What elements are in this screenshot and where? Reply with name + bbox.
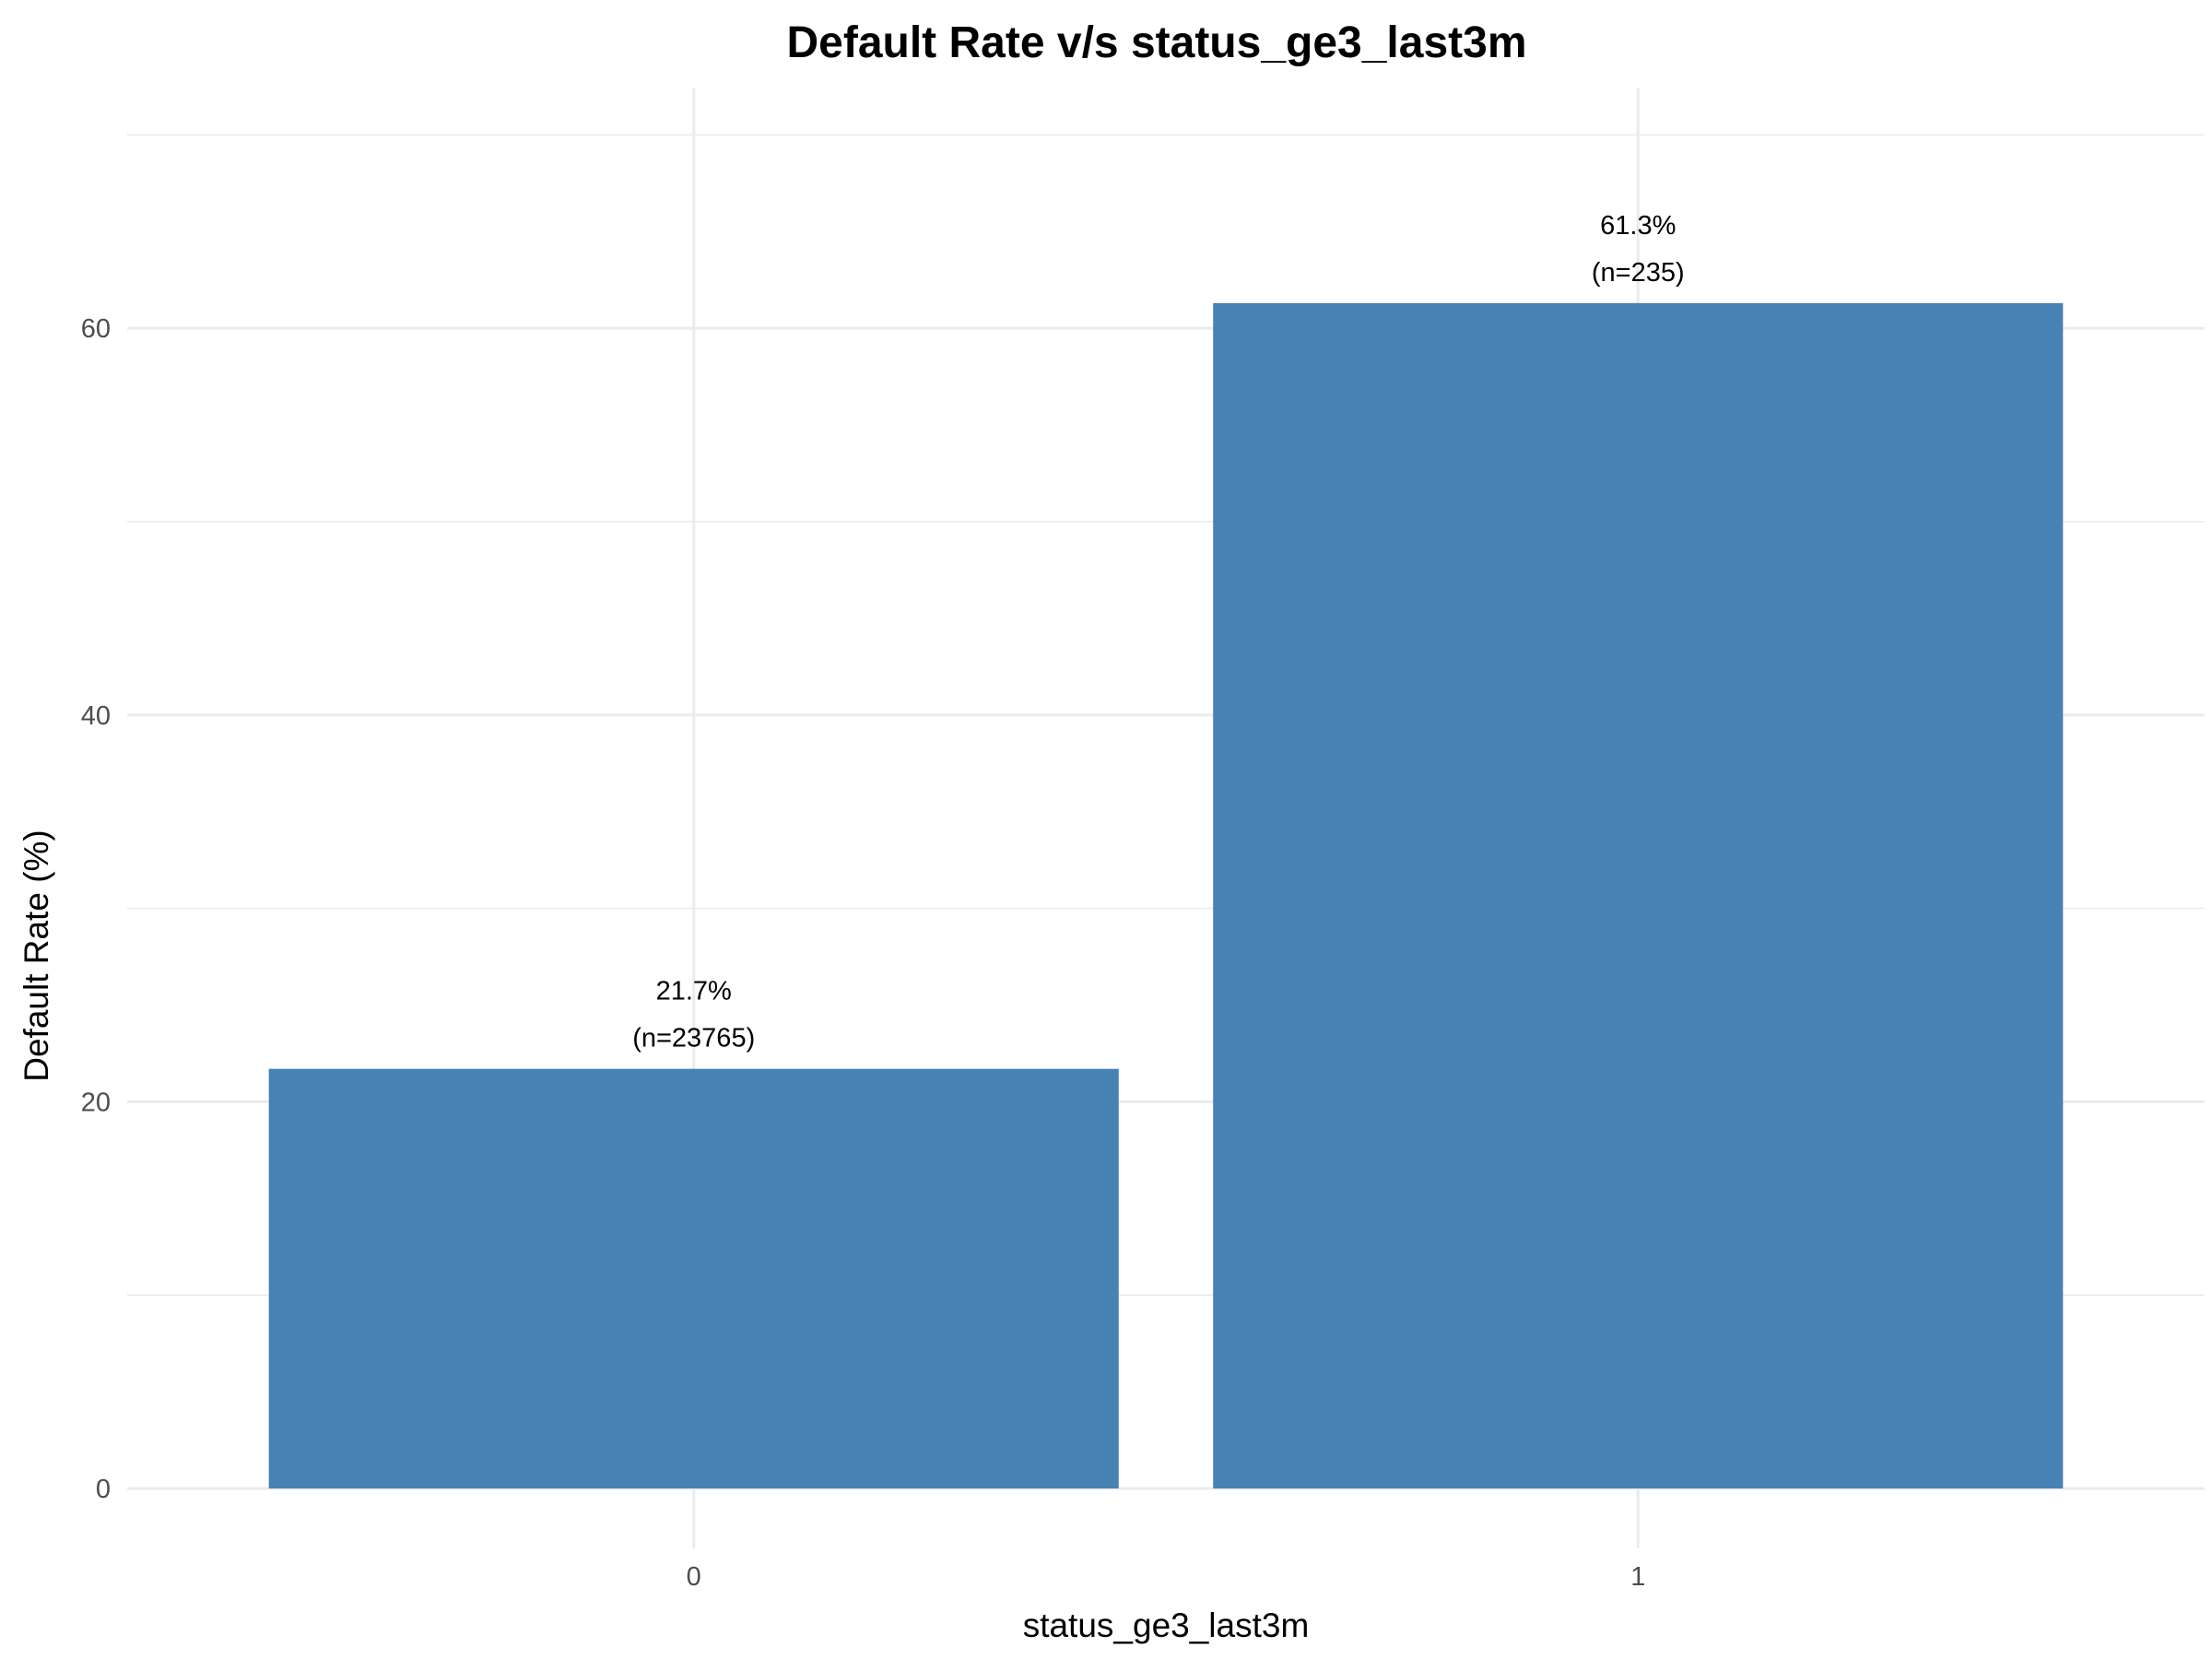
label-layer: 21.7% (n=23765) 61.3% (n=235) xyxy=(632,211,1684,1053)
y-tick-label: 60 xyxy=(81,314,111,344)
bar xyxy=(268,1068,1119,1488)
y-tick-label: 40 xyxy=(81,701,111,731)
y-tick-label: 0 xyxy=(96,1475,111,1504)
bar-layer xyxy=(268,302,2064,1488)
x-axis-title: status_ge3_last3m xyxy=(1023,1606,1310,1644)
y-tick-label: 20 xyxy=(81,1088,111,1117)
data-label-count: (n=235) xyxy=(1592,258,1685,288)
x-tick-label: 1 xyxy=(1630,1562,1645,1592)
axis-layer: 0 20 40 60 0 1 xyxy=(81,314,1646,1592)
bar xyxy=(1213,302,2064,1488)
x-tick-label: 0 xyxy=(687,1562,701,1592)
data-label-rate: 61.3% xyxy=(1600,211,1676,241)
data-label-count: (n=23765) xyxy=(632,1024,755,1053)
y-axis-title: Default Rate (%) xyxy=(18,830,55,1082)
chart-title: Default Rate v/s status_ge3_last3m xyxy=(786,18,1526,67)
data-label-rate: 21.7% xyxy=(656,977,732,1006)
